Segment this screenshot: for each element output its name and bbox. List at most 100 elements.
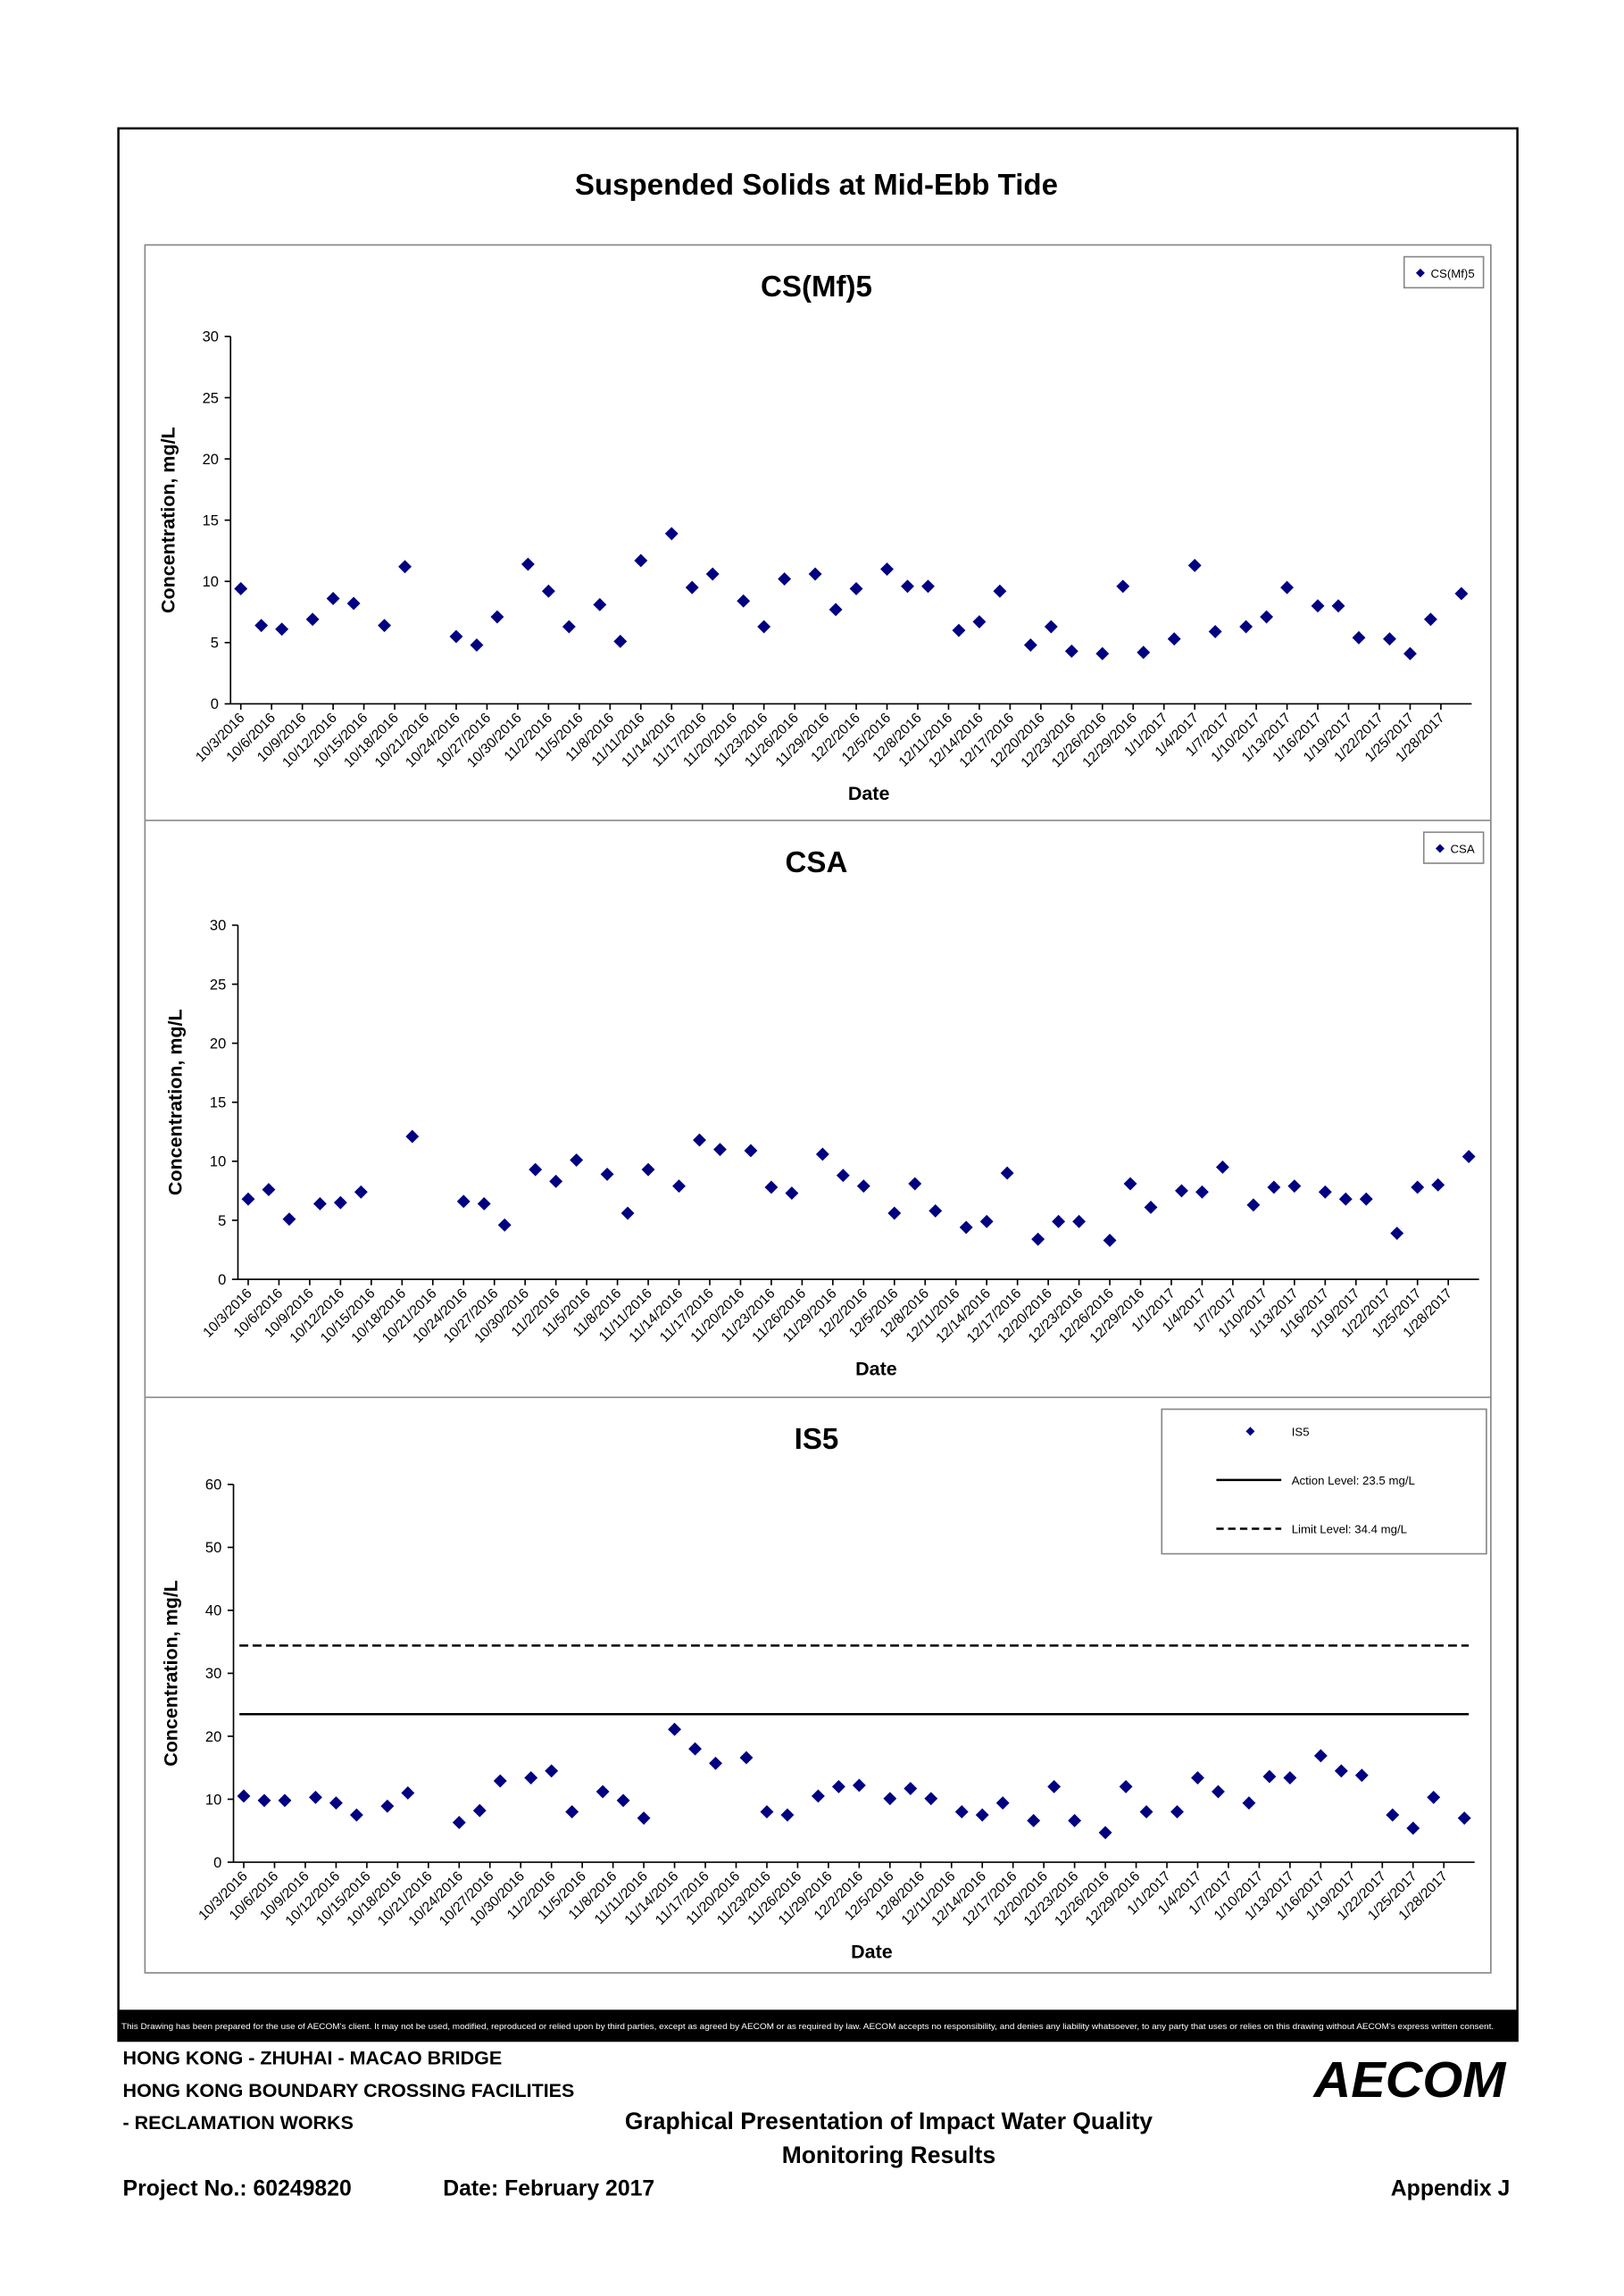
data-point bbox=[1072, 1214, 1087, 1228]
data-point bbox=[329, 1796, 343, 1810]
data-point bbox=[346, 596, 361, 611]
data-point bbox=[1242, 1796, 1256, 1810]
data-point bbox=[856, 1179, 870, 1194]
data-point bbox=[613, 635, 628, 648]
data-point bbox=[472, 1803, 487, 1818]
data-point bbox=[1354, 1768, 1369, 1783]
data-point bbox=[493, 1774, 507, 1788]
data-point bbox=[972, 615, 987, 628]
data-point bbox=[541, 584, 555, 598]
y-tick-label: 30 bbox=[210, 917, 226, 934]
data-point bbox=[1457, 1811, 1471, 1826]
y-tick-label: 20 bbox=[203, 451, 219, 468]
data-point bbox=[524, 1771, 538, 1784]
data-point bbox=[1427, 1790, 1441, 1804]
data-point bbox=[1095, 646, 1110, 661]
legend-label: CS(Mf)5 bbox=[1430, 267, 1474, 280]
appendix: Appendix J bbox=[1391, 2177, 1511, 2201]
legend: CS(Mf)5 bbox=[1403, 255, 1485, 289]
data-point bbox=[1280, 580, 1295, 595]
data-point bbox=[1246, 1198, 1261, 1212]
data-point bbox=[908, 1177, 922, 1191]
data-point bbox=[1313, 1749, 1328, 1763]
chart-title: CS(Mf)5 bbox=[761, 270, 872, 304]
chart-title: CSA bbox=[786, 846, 848, 879]
data-point bbox=[1311, 599, 1325, 613]
data-point bbox=[1116, 579, 1130, 594]
data-point bbox=[529, 1162, 543, 1177]
project-no: Project No.: 60249820 bbox=[123, 2177, 352, 2201]
data-point bbox=[1352, 630, 1366, 645]
data-point bbox=[815, 1147, 829, 1161]
data-point bbox=[305, 612, 320, 627]
data-point bbox=[929, 1203, 943, 1218]
page-title: Suspended Solids at Mid-Ebb Tide bbox=[575, 169, 1058, 202]
data-point bbox=[1137, 645, 1151, 660]
y-tick-label: 10 bbox=[210, 1153, 226, 1170]
data-point bbox=[1338, 1192, 1353, 1206]
data-point bbox=[616, 1793, 630, 1808]
data-point bbox=[1031, 1232, 1045, 1246]
data-point bbox=[1167, 632, 1181, 646]
data-point bbox=[778, 572, 792, 586]
data-point bbox=[744, 1144, 758, 1158]
data-point bbox=[1431, 1177, 1445, 1192]
data-point bbox=[901, 579, 914, 594]
frame bbox=[117, 127, 1519, 2042]
data-point bbox=[1383, 632, 1396, 646]
data-point bbox=[378, 619, 392, 633]
y-tick-label: 40 bbox=[205, 1602, 221, 1619]
data-point bbox=[664, 527, 679, 541]
legend: IS5 Action Level: 23.5 mg/L Limit Level: 3… bbox=[1161, 1408, 1487, 1555]
data-point bbox=[760, 1805, 774, 1819]
data-point bbox=[254, 619, 269, 633]
data-point bbox=[1098, 1826, 1112, 1840]
data-point bbox=[237, 1789, 251, 1803]
y-tick-label: 10 bbox=[205, 1791, 221, 1808]
data-point bbox=[739, 1751, 754, 1765]
drawing-title: Monitoring Results bbox=[782, 2142, 995, 2168]
data-point bbox=[470, 638, 484, 653]
data-point bbox=[349, 1808, 363, 1822]
y-tick-label: 50 bbox=[205, 1539, 221, 1556]
y-tick-label: 30 bbox=[203, 329, 219, 345]
legend-label: CSA bbox=[1450, 842, 1474, 855]
legend-box bbox=[1422, 831, 1485, 864]
data-point bbox=[549, 1174, 563, 1188]
data-point bbox=[241, 1192, 255, 1206]
y-tick-label: 0 bbox=[213, 1854, 221, 1871]
data-point bbox=[380, 1799, 395, 1813]
x-axis-title: Date bbox=[851, 1941, 893, 1962]
data-point bbox=[975, 1808, 989, 1822]
y-tick-label: 5 bbox=[211, 635, 219, 652]
data-point bbox=[545, 1764, 559, 1778]
y-axis-title: Concentration, mg/L bbox=[157, 427, 179, 613]
data-point bbox=[880, 562, 894, 576]
y-tick-label: 20 bbox=[210, 1035, 226, 1052]
data-point bbox=[497, 1218, 512, 1232]
legend-label: Limit Level: 34.4 mg/L bbox=[1292, 1522, 1407, 1535]
data-point bbox=[309, 1790, 322, 1804]
data-point bbox=[1103, 1234, 1117, 1247]
y-tick-label: 0 bbox=[211, 695, 219, 712]
data-point bbox=[595, 1784, 610, 1799]
data-point bbox=[1454, 586, 1469, 601]
data-point bbox=[452, 1816, 466, 1830]
data-point bbox=[1191, 1771, 1204, 1784]
data-point bbox=[634, 553, 648, 568]
data-point bbox=[924, 1792, 938, 1806]
data-point bbox=[1068, 1814, 1082, 1827]
data-point bbox=[257, 1793, 271, 1808]
project-line: - RECLAMATION WORKS bbox=[123, 2112, 354, 2134]
data-point bbox=[831, 1779, 845, 1793]
data-point bbox=[1123, 1177, 1137, 1191]
data-point bbox=[1208, 625, 1222, 638]
data-point bbox=[1403, 646, 1417, 661]
data-point bbox=[282, 1212, 296, 1227]
data-point bbox=[1215, 1160, 1229, 1174]
data-point bbox=[1212, 1784, 1225, 1799]
chart-title: IS5 bbox=[795, 1423, 839, 1456]
y-tick-label: 0 bbox=[218, 1271, 226, 1288]
data-point bbox=[1119, 1779, 1133, 1793]
